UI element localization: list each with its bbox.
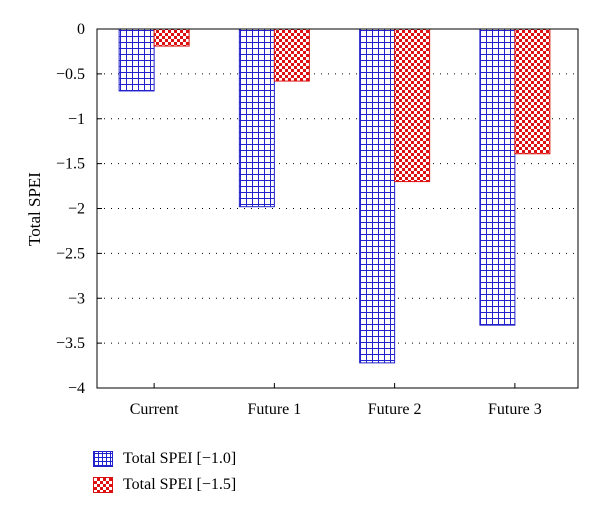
legend-item-series-2: Total SPEI [−1.5] — [93, 472, 236, 498]
legend-swatch-grid-icon — [93, 451, 113, 467]
bar-chart: 0 −0.5 −1 −1.5 −2 −2.5 −3 −3.5 −4 Current Future … — [25, 21, 579, 418]
y-tick-label: 0 — [77, 21, 85, 38]
y-axis-title: Total SPEI — [25, 172, 44, 246]
x-tick-label: Future 1 — [247, 401, 301, 418]
y-tick-label: −3.5 — [56, 335, 85, 352]
x-tick-label: Future 2 — [368, 401, 422, 418]
y-tick-label: −4 — [68, 380, 85, 397]
bar-1-future-1 — [238, 28, 275, 208]
legend-label-series-1: Total SPEI [−1.0] — [123, 450, 237, 467]
legend-item-series-1: Total SPEI [−1.0] — [93, 446, 236, 472]
y-tick-label: −2.5 — [56, 245, 85, 262]
y-axis-ticks: 0 −0.5 −1 −1.5 −2 −2.5 −3 −3.5 −4 — [56, 21, 102, 397]
legend: Total SPEI [−1.0] Total SPEI [−1.5] — [93, 446, 236, 498]
bars — [118, 28, 551, 364]
bar-1-future-3 — [479, 28, 516, 326]
bar-1-current — [118, 28, 155, 92]
bar-2-current — [153, 28, 190, 47]
bar-1-future-2 — [359, 28, 396, 364]
y-tick-label: −3 — [68, 290, 85, 307]
legend-swatch-checker-icon — [93, 477, 113, 493]
bar-2-future-2 — [394, 28, 431, 183]
bar-2-future-1 — [273, 28, 310, 82]
y-tick-label: −2 — [68, 201, 85, 218]
x-tick-label: Current — [130, 401, 179, 418]
x-tick-label: Future 3 — [488, 401, 542, 418]
y-tick-label: −1 — [68, 111, 85, 128]
legend-label-series-2: Total SPEI [−1.5] — [123, 476, 237, 493]
x-axis-ticks: Current Future 1 Future 2 Future 3 — [130, 383, 542, 418]
bar-2-future-3 — [514, 28, 551, 155]
y-tick-label: −1.5 — [56, 156, 85, 173]
y-tick-label: −0.5 — [56, 66, 85, 83]
